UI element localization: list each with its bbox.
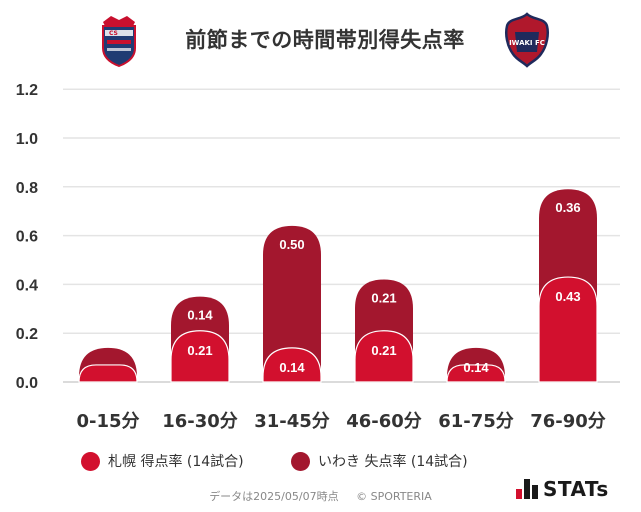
y-tick-label: 0.6 [16, 229, 38, 246]
sapporo-emblem-icon: CS [102, 16, 136, 68]
legend-swatch-iwaki [291, 451, 310, 471]
data-label-iwaki: 0.50 [279, 237, 304, 252]
stats-bars-icon [516, 479, 538, 499]
stats-logo: STATs [516, 477, 609, 501]
bar-sapporo-46-60分 [354, 330, 414, 383]
data-label-sapporo: 0.21 [371, 343, 396, 358]
legend-item-iwaki: いわき 失点率 (14試合) [291, 449, 468, 473]
x-tick-label: 16-30分 [162, 411, 238, 432]
y-tick-label: 0.2 [16, 326, 38, 343]
bar-sapporo-31-45分 [262, 347, 322, 383]
chart-title: 前節までの時間帯別得失点率 [185, 28, 465, 52]
legend-label-sapporo: 札幌 得点率 (14試合) [108, 454, 244, 470]
y-tick-label: 0.4 [16, 277, 38, 294]
legend-swatch-sapporo [81, 451, 100, 471]
x-tick-label: 76-90分 [530, 411, 606, 432]
legend-item-sapporo: 札幌 得点率 (14試合) [81, 449, 244, 473]
bar-sapporo-61-75分 [446, 364, 506, 383]
data-label-iwaki: 0.14 [187, 308, 213, 323]
data-label-sapporo: 0.43 [555, 289, 580, 304]
bar-sapporo-0-15分 [78, 364, 138, 383]
x-tick-label: 0-15分 [76, 411, 139, 432]
copyright-text: © SPORTERIA [356, 490, 432, 503]
data-date-note: データは2025/05/07時点 [209, 490, 339, 503]
data-label-iwaki: 0.36 [555, 200, 580, 215]
data-label-iwaki: 0.21 [371, 291, 396, 306]
bar-sapporo-76-90分 [538, 276, 598, 383]
footer: データは2025/05/07時点 © SPORTERIA [0, 488, 641, 504]
sapporo-emblem-text: CS [109, 30, 118, 37]
y-tick-label: 0.0 [16, 375, 38, 392]
iwaki-emblem-icon: IWAKI FC [505, 12, 549, 68]
x-tick-label: 61-75分 [438, 411, 514, 432]
x-tick-label: 31-45分 [254, 411, 330, 432]
y-tick-label: 1.2 [16, 82, 38, 99]
y-tick-label: 0.8 [16, 180, 38, 197]
iwaki-emblem-text: IWAKI FC [509, 39, 545, 47]
data-label-sapporo: 0.21 [187, 343, 212, 358]
bar-iwaki-31-45分 [263, 225, 321, 382]
x-tick-label: 46-60分 [346, 411, 422, 432]
bar-sapporo-16-30分 [170, 330, 230, 383]
data-label-iwaki: 0.14 [463, 360, 489, 375]
legend-label-iwaki: いわき 失点率 (14試合) [318, 454, 468, 470]
y-tick-label: 1.0 [16, 131, 38, 148]
data-label-sapporo: 0.14 [279, 360, 305, 375]
stats-brand-label: STATs [543, 477, 609, 501]
